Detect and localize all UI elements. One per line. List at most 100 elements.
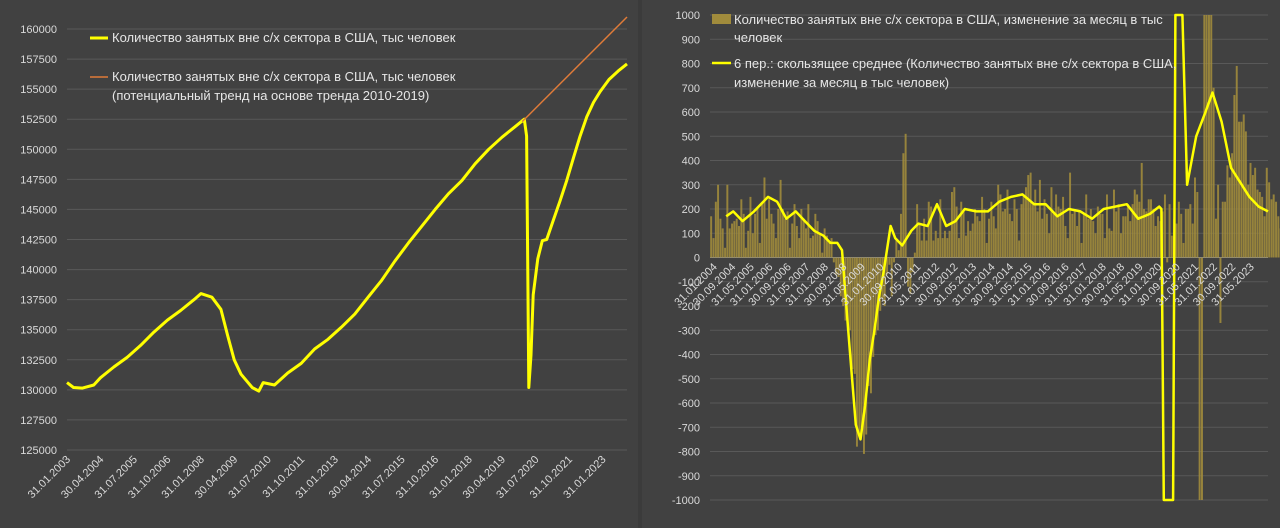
monthly-change-bar bbox=[1270, 199, 1273, 258]
left-gridlines bbox=[67, 28, 627, 451]
monthly-change-bar bbox=[1140, 162, 1143, 258]
right-y-tick-label: -1000 bbox=[672, 495, 700, 507]
monthly-change-bar bbox=[779, 179, 782, 258]
monthly-change-bar bbox=[1224, 201, 1227, 258]
monthly-change-bar bbox=[1094, 233, 1097, 258]
monthly-change-bar bbox=[1238, 121, 1240, 258]
monthly-change-bar bbox=[950, 192, 953, 258]
monthly-change-bar bbox=[784, 218, 787, 258]
monthly-change-bar bbox=[1205, 15, 1208, 258]
monthly-change-bar bbox=[904, 133, 907, 258]
left-y-tick-label: 137500 bbox=[20, 295, 57, 307]
monthly-change-bar bbox=[772, 223, 775, 258]
right-y-tick-label: 700 bbox=[682, 83, 700, 95]
monthly-change-bar bbox=[1117, 204, 1120, 258]
monthly-change-bar bbox=[1247, 184, 1250, 258]
monthly-change-bar bbox=[1001, 211, 1004, 258]
monthly-change-bar bbox=[744, 247, 747, 258]
left-legend: Количество занятых вне с/х сектора в США… bbox=[90, 30, 456, 103]
legend-label-moving-average: 6 пер.: скользящее среднее (Количество з… bbox=[734, 56, 1176, 71]
monthly-change-bar bbox=[1168, 204, 1171, 258]
moving-average-line bbox=[725, 13, 1269, 502]
right-y-tick-label: -800 bbox=[678, 447, 700, 459]
monthly-change-bar bbox=[1258, 192, 1261, 258]
monthly-change-bar bbox=[763, 177, 766, 258]
left-chart: 125000 127500 130000 132500 135000 137500 1400… bbox=[20, 16, 628, 501]
monthly-change-bar bbox=[821, 252, 824, 258]
monthly-change-bar bbox=[756, 209, 759, 258]
monthly-change-bar bbox=[1249, 162, 1252, 258]
monthly-change-bar bbox=[909, 257, 912, 294]
legend-label-trend: Количество занятых вне с/х сектора в США… bbox=[112, 69, 456, 84]
monthly-change-bar bbox=[770, 213, 773, 258]
left-y-tick-label: 127500 bbox=[20, 415, 57, 427]
right-y-tick-label: 0 bbox=[694, 253, 700, 265]
monthly-change-bar bbox=[946, 238, 949, 258]
monthly-change-bar bbox=[1187, 209, 1190, 258]
right-y-tick-label: -300 bbox=[678, 325, 700, 337]
monthly-change-bar bbox=[1024, 187, 1027, 258]
monthly-change-bar bbox=[867, 257, 870, 387]
right-y-tick-label: 200 bbox=[682, 204, 700, 216]
left-y-tick-label: 160000 bbox=[20, 24, 57, 36]
monthly-change-bar bbox=[860, 257, 863, 428]
monthly-change-bar bbox=[964, 235, 967, 258]
monthly-change-bar bbox=[1147, 199, 1150, 258]
monthly-change-bar bbox=[1163, 194, 1166, 258]
monthly-change-bar bbox=[985, 242, 988, 258]
monthly-change-bar bbox=[918, 223, 921, 258]
right-moving-average bbox=[725, 13, 1269, 502]
monthly-change-bar bbox=[992, 216, 995, 258]
monthly-change-bar bbox=[802, 218, 805, 258]
monthly-change-bar bbox=[735, 218, 738, 258]
monthly-change-bar bbox=[733, 221, 736, 258]
monthly-change-bar bbox=[1062, 196, 1065, 258]
monthly-change-bar bbox=[883, 257, 886, 306]
monthly-change-bar bbox=[930, 206, 933, 258]
monthly-change-bar bbox=[1221, 201, 1224, 258]
monthly-change-bar bbox=[816, 221, 819, 258]
monthly-change-bar bbox=[740, 199, 743, 258]
monthly-change-bar bbox=[1112, 189, 1115, 258]
monthly-change-bar bbox=[967, 221, 970, 258]
monthly-change-bar bbox=[895, 240, 898, 258]
monthly-change-bar bbox=[742, 213, 745, 258]
monthly-change-bar bbox=[1233, 95, 1236, 258]
right-y-tick-label: -200 bbox=[678, 301, 700, 313]
monthly-change-bar bbox=[1152, 209, 1155, 258]
monthly-change-bar bbox=[1076, 225, 1079, 258]
monthly-change-bar bbox=[712, 238, 715, 258]
monthly-change-bar bbox=[1145, 211, 1148, 258]
monthly-change-bar bbox=[747, 230, 750, 258]
left-x-axis: 31.01.200330.04.200431.07.200531.10.2006… bbox=[26, 454, 609, 501]
monthly-change-bar bbox=[1180, 213, 1183, 258]
monthly-change-bar bbox=[1029, 172, 1032, 258]
monthly-change-bar bbox=[1228, 177, 1231, 258]
right-legend: Количество занятых вне с/х сектора в США… bbox=[712, 12, 1176, 90]
monthly-change-bar bbox=[888, 257, 891, 265]
right-y-tick-label: -400 bbox=[678, 350, 700, 362]
legend-swatch-monthly-change bbox=[712, 14, 731, 24]
right-y-tick-label: 100 bbox=[682, 228, 700, 240]
monthly-change-bar bbox=[855, 257, 858, 447]
monthly-change-bar bbox=[717, 184, 720, 258]
right-y-tick-label: 1000 bbox=[676, 10, 700, 22]
monthly-change-bar bbox=[897, 250, 900, 258]
monthly-change-bar bbox=[1105, 194, 1108, 258]
monthly-change-bar bbox=[1203, 15, 1206, 258]
monthly-change-bar bbox=[862, 257, 865, 454]
monthly-change-bar bbox=[714, 201, 717, 258]
monthly-change-bar bbox=[925, 240, 928, 258]
monthly-change-bar bbox=[1082, 213, 1085, 258]
monthly-change-bar bbox=[719, 218, 722, 258]
monthly-change-bar bbox=[969, 230, 972, 258]
right-y-tick-label: -900 bbox=[678, 471, 700, 483]
monthly-change-bar bbox=[983, 209, 986, 258]
monthly-change-bar bbox=[1015, 209, 1018, 258]
monthly-change-bar bbox=[1048, 233, 1051, 258]
monthly-change-bar bbox=[1189, 204, 1192, 258]
monthly-change-bar bbox=[1198, 257, 1201, 500]
left-y-tick-label: 142500 bbox=[20, 235, 57, 247]
employment-line bbox=[66, 62, 628, 393]
right-y-tick-label: 300 bbox=[682, 180, 700, 192]
